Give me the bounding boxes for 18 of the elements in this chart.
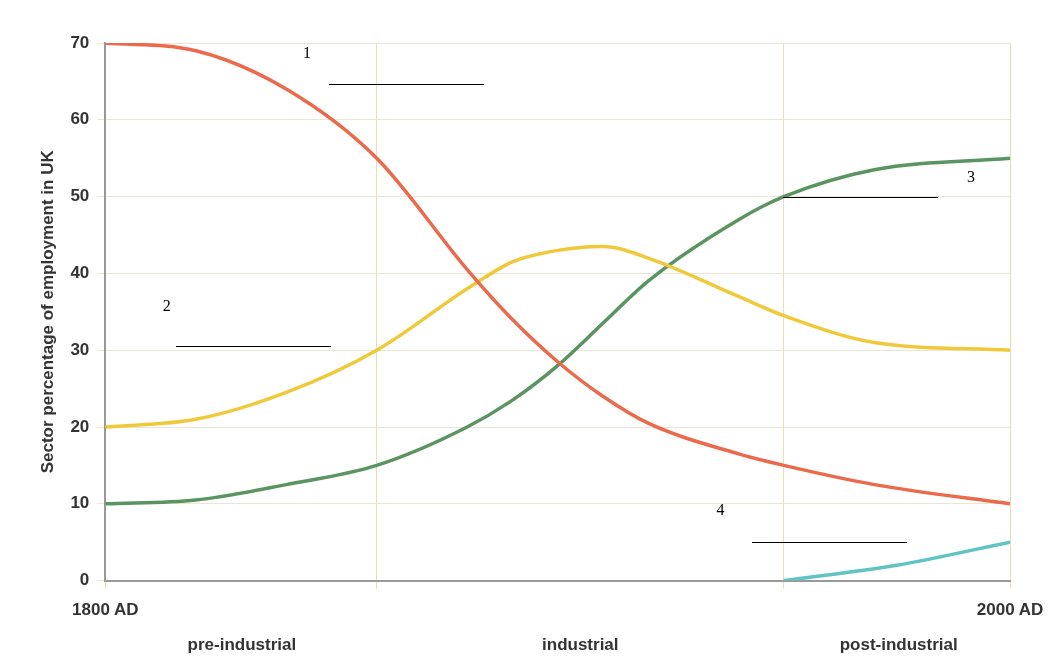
annotation: 1: [303, 43, 312, 61]
y-tick-label: 30: [70, 339, 90, 359]
y-tick-label: 50: [70, 186, 90, 206]
text: post-industrial: [839, 635, 958, 655]
y-tick-label: 20: [70, 416, 90, 436]
text: industrial: [542, 635, 619, 655]
y-tick-label: 60: [70, 109, 90, 129]
x-tick-label: 1800 AD: [72, 600, 139, 620]
annotation: 4: [716, 500, 725, 518]
annotation: 3: [967, 167, 976, 185]
y-axis-title: Sector percentage of employment in UK: [37, 149, 57, 474]
annotation: 2: [162, 296, 171, 314]
y-tick-label: 70: [70, 32, 90, 52]
y-tick-label: 0: [79, 570, 90, 590]
y-tick-label: 40: [70, 263, 90, 283]
y-tick-label: 10: [70, 493, 90, 513]
text: pre-industrial: [187, 635, 297, 655]
x-tick-label: 2000 AD: [976, 600, 1044, 620]
